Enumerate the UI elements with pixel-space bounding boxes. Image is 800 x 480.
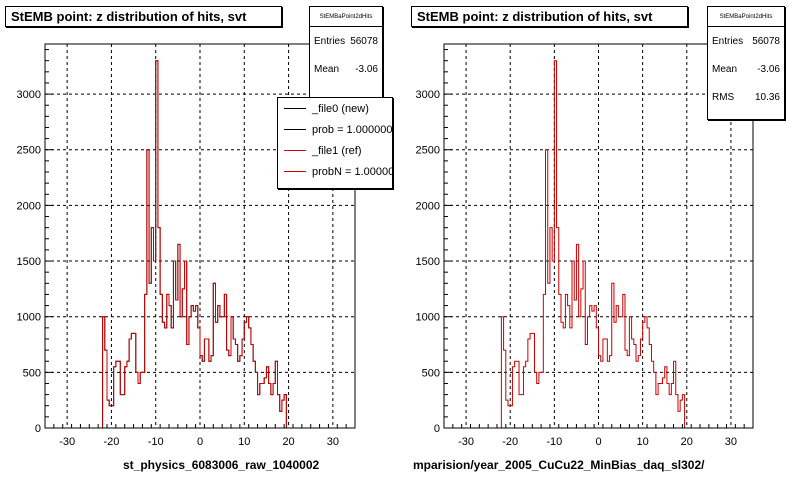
right-plot-title: StEMB point: z distribution of hits, svt: [411, 6, 688, 27]
x-tick-label: 0: [197, 436, 203, 448]
x-tick-label: 20: [282, 436, 294, 448]
y-tick-label: 1000: [17, 312, 41, 324]
right-stats-header: StEMBaPoint2dHits: [708, 7, 784, 27]
right-stats-mean: Mean -3.06: [712, 63, 780, 75]
x-tick-label: 20: [681, 436, 693, 448]
left-stats-box: StEMBaPoint2dHits Entries 56078 Mean -3.06: [309, 6, 383, 100]
x-tick-label: -30: [458, 436, 474, 448]
right-stats-entries: Entries 56078: [712, 35, 780, 47]
x-tick-label: -10: [546, 436, 562, 448]
left-plot-title: StEMB point: z distribution of hits, svt: [5, 6, 282, 27]
histogram-series-0: [444, 60, 740, 429]
x-tick-label: 30: [327, 436, 339, 448]
right-x-axis-title: mparision/year_2005_CuCu22_MinBias_daq_s…: [413, 458, 705, 472]
x-tick-label: -20: [103, 436, 119, 448]
right-histogram-pad: -30 -20 -10 0 10 20 30 0 500 1000 1500 2000 2500 3000…: [400, 0, 800, 480]
x-tick-label: -20: [502, 436, 518, 448]
left-x-axis-title: st_physics_6083006_raw_1040002: [123, 458, 320, 472]
left-stats-entries: Entries 56078: [314, 35, 378, 47]
x-tick-label: 30: [725, 436, 737, 448]
x-tick-label: -10: [148, 436, 164, 448]
legend-entry-file1: _file1 (ref): [278, 140, 392, 161]
legend-entry-probn: probN = 1.000000: [278, 161, 392, 182]
right-histogram-plot: -30 -20 -10 0 10 20 30 0 500 1000 1500 2000 2500 3000: [416, 43, 754, 448]
x-tick-label: 0: [595, 436, 601, 448]
x-tick-label: 10: [637, 436, 649, 448]
plot-frame: [443, 43, 754, 429]
y-tick-label: 1000: [416, 312, 440, 324]
left-histogram-pad: -30 -20 -10 0 10 20 30 0 500 1000 1500 2000 2500 3000…: [5, 6, 393, 472]
left-stats-mean: Mean -3.06: [314, 63, 378, 75]
histogram-series-1: [45, 60, 342, 429]
plot-frame: [44, 43, 356, 429]
left-legend: _file0 (new) prob = 1.000000 _file1 (ref…: [277, 97, 393, 189]
y-tick-label: 3000: [416, 89, 440, 101]
y-tick-label: 500: [23, 367, 41, 379]
x-tick-label: 10: [238, 436, 250, 448]
y-tick-label: 1500: [17, 256, 41, 268]
legend-entry-file0: _file0 (new): [278, 98, 392, 119]
y-tick-label: 0: [35, 423, 41, 435]
y-tick-label: 1500: [416, 256, 440, 268]
y-tick-label: 500: [422, 367, 440, 379]
y-tick-label: 2500: [17, 145, 41, 157]
y-tick-label: 2500: [416, 145, 440, 157]
y-tick-label: 2000: [416, 200, 440, 212]
y-tick-label: 3000: [17, 89, 41, 101]
y-tick-label: 0: [434, 423, 440, 435]
legend-entry-prob: prob = 1.000000: [278, 119, 392, 140]
y-tick-label: 2000: [17, 200, 41, 212]
x-tick-label: -30: [59, 436, 75, 448]
right-stats-rms: RMS 10.36: [712, 91, 780, 103]
left-stats-header: StEMBaPoint2dHits: [310, 7, 382, 27]
right-stats-box: StEMBaPoint2dHits Entries 56078 Mean -3.06…: [707, 6, 785, 120]
